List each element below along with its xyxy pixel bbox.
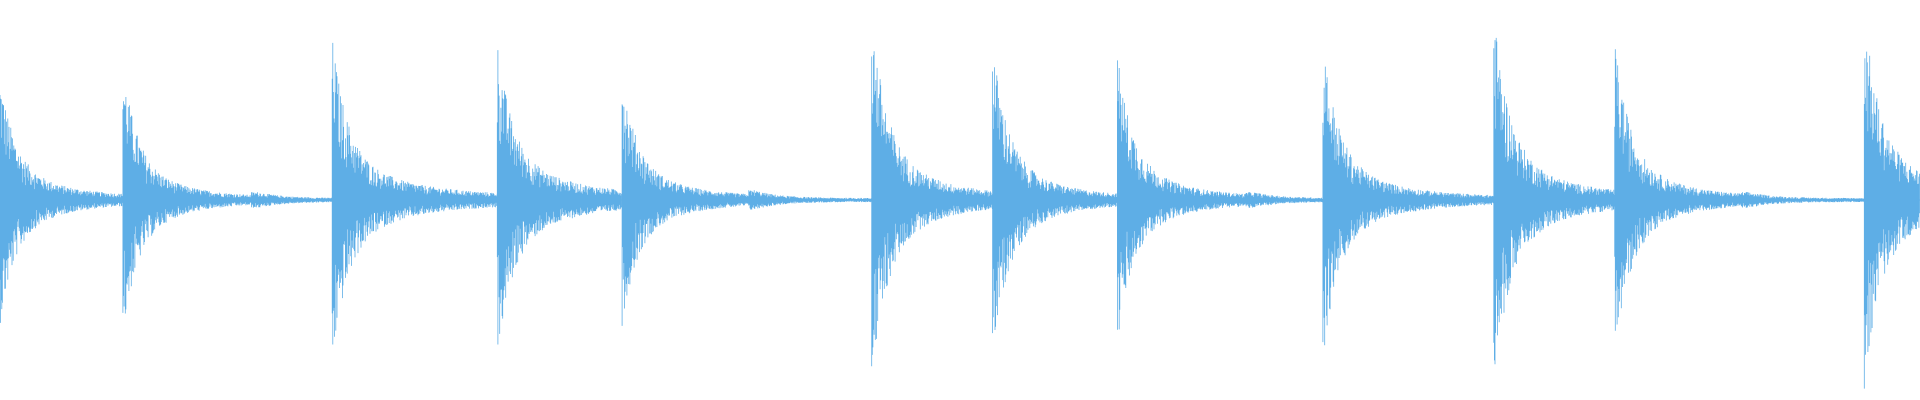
waveform-event [992, 67, 1118, 334]
waveform-event [0, 95, 123, 323]
waveform-event [251, 192, 333, 208]
waveform-event [871, 51, 993, 367]
waveform-event [496, 50, 622, 345]
waveform-event [1863, 51, 1920, 389]
waveform-event [1614, 49, 1742, 331]
waveform-event [1245, 192, 1324, 208]
waveform-event [122, 97, 252, 314]
waveform-event [1493, 37, 1615, 365]
waveform-events [0, 37, 1920, 389]
waveform-event [1117, 60, 1247, 330]
waveform-event [748, 190, 872, 210]
waveform-event [1741, 192, 1865, 208]
waveform-event [1322, 66, 1494, 346]
waveform-event [621, 104, 750, 326]
waveform-event [331, 42, 498, 345]
